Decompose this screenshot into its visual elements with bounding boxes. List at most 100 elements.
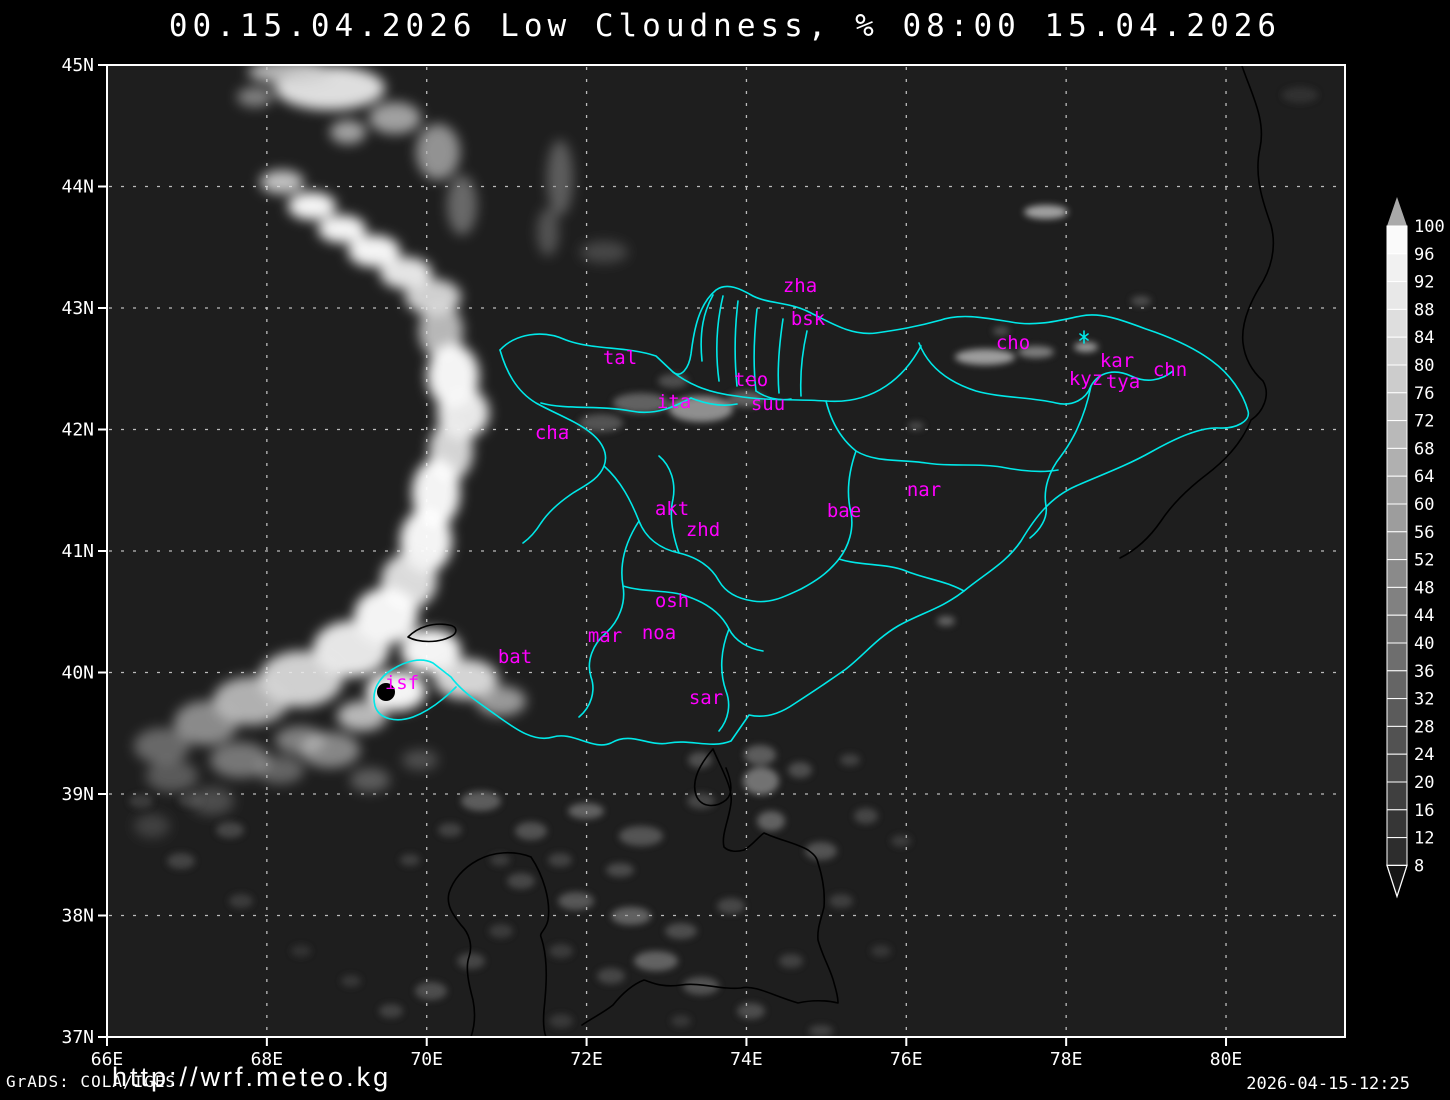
cloud-blob <box>1018 346 1054 358</box>
colorbar-tick-label: 96 <box>1414 245 1434 265</box>
station-label-mar: mar <box>588 625 622 647</box>
cloud-blob <box>380 257 432 289</box>
cloud-blob <box>415 982 447 1000</box>
cloud-blob <box>580 241 628 263</box>
lat-axis-label: 43N <box>61 298 94 319</box>
colorbar-tick-label: 48 <box>1414 578 1434 598</box>
colorbar-segment <box>1386 698 1408 727</box>
colorbar-tick-label: 8 <box>1414 856 1424 876</box>
cloud-blob <box>341 975 361 987</box>
cloud-blob <box>507 873 535 889</box>
colorbar-tick-label: 76 <box>1414 384 1434 404</box>
cloud-blob <box>683 977 719 995</box>
colorbar-segment <box>1386 753 1408 783</box>
cloud-blob <box>871 945 891 957</box>
cloud-blob <box>728 391 764 407</box>
lon-axis-label: 80E <box>1210 1049 1243 1070</box>
colorbar-segment <box>1386 475 1408 505</box>
cloud-blob <box>134 814 170 838</box>
cloud-blob <box>568 803 604 819</box>
colorbar-segment <box>1386 253 1408 283</box>
colorbar-tick-label: 44 <box>1414 606 1434 626</box>
cloud-blob <box>743 767 779 795</box>
colorbar-segment <box>1386 420 1408 449</box>
lat-axis-label: 38N <box>61 906 94 927</box>
station-label-isf: isf <box>385 672 419 694</box>
page-title: 00.15.04.2026 Low Cloudness, % 08:00 15.… <box>168 8 1282 44</box>
station-label-sar: sar <box>689 687 723 709</box>
cloud-blob <box>447 175 477 235</box>
colorbar-segment <box>1386 781 1408 811</box>
colorbar-segment <box>1386 392 1408 422</box>
colorbar: 100 96 92 88 84 80 76 72 68 64 60 56 52 48 44 40 36 32 28 2… <box>1386 197 1445 899</box>
station-label-kar: kar <box>1100 350 1134 372</box>
cloud-blob <box>1131 296 1151 306</box>
colorbar-tick-label: 32 <box>1414 690 1434 710</box>
cloud-blob <box>134 728 190 764</box>
station-label-ita: ita <box>657 391 691 413</box>
cloud-blob <box>937 616 955 626</box>
colorbar-tick-label: 56 <box>1414 523 1434 543</box>
cloud-blob <box>809 1025 833 1037</box>
colorbar-segment <box>1386 559 1408 588</box>
cloud-blob <box>854 808 878 824</box>
cloud-blob <box>665 923 697 939</box>
site-url: http://wrf.meteo.kg <box>112 1062 392 1092</box>
station-label-zha: zha <box>783 275 817 297</box>
cloud-blob <box>229 894 253 908</box>
cloud-blob <box>1074 342 1098 352</box>
colorbar-tick-label: 100 <box>1414 217 1445 237</box>
lat-axis-label: 44N <box>61 177 94 198</box>
cloud-blob <box>190 787 234 815</box>
cloud-blob <box>256 756 304 784</box>
cloud-blob <box>579 414 623 432</box>
cloud-blob <box>174 701 238 745</box>
cloud-blob <box>1282 87 1318 103</box>
cloud-blob <box>805 842 837 860</box>
render-timestamp: 2026-04-15-12:25 <box>1246 1074 1410 1094</box>
cloud-blob <box>434 659 498 699</box>
lon-axis-label: 78E <box>1050 1049 1083 1070</box>
cloud-blob <box>260 170 304 194</box>
cloud-blob <box>671 1015 691 1027</box>
station-label-bsk: bsk <box>791 308 826 330</box>
cloud-blob <box>619 826 663 846</box>
colorbar-segment <box>1386 336 1408 366</box>
colorbar-segment <box>1386 531 1408 561</box>
cloud-blob <box>402 750 438 770</box>
country-borders-black <box>407 65 1275 1037</box>
colorbar-tick-label: 64 <box>1414 467 1434 487</box>
lat-axis-label: 41N <box>61 541 94 562</box>
cloud-field-scattered <box>129 87 1318 1037</box>
lat-axis-label: 45N <box>61 55 94 76</box>
station-label-osh: osh <box>655 590 689 612</box>
cloud-blob <box>476 686 526 716</box>
colorbar-segment <box>1386 614 1408 644</box>
cloud-blob <box>687 793 715 809</box>
cloud-blob <box>300 732 360 768</box>
cloud-blob <box>606 863 634 877</box>
cloud-blob <box>658 374 688 388</box>
cloud-blob <box>318 215 366 243</box>
lat-axis-label: 39N <box>61 784 94 805</box>
cloud-blob <box>744 745 776 765</box>
colorbar-segment <box>1386 281 1408 310</box>
cloud-blob <box>788 762 812 778</box>
colorbar-tick-label: 16 <box>1414 801 1434 821</box>
cloud-blob <box>634 951 678 971</box>
cloud-blob <box>210 742 270 778</box>
cloud-blob <box>129 794 153 808</box>
cloud-blob <box>248 65 332 84</box>
city-marker-dot <box>377 683 395 701</box>
lon-axis-label: 76E <box>890 1049 923 1070</box>
colorbar-segment <box>1386 837 1408 866</box>
lat-axis-label: 40N <box>61 663 94 684</box>
lon-axis-label: 72E <box>570 1049 603 1070</box>
cloud-blob <box>548 853 572 867</box>
cloud-blob <box>1024 205 1068 219</box>
cloud-blob <box>237 87 273 107</box>
cloud-blob <box>216 822 244 838</box>
